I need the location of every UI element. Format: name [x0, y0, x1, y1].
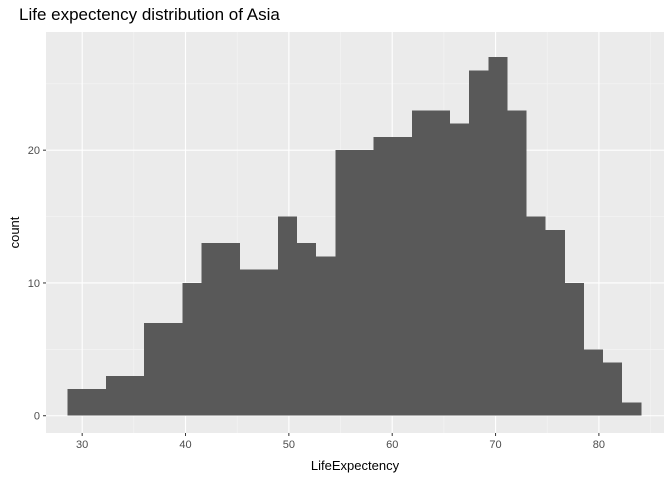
histogram-bar — [564, 282, 584, 416]
histogram-bar — [201, 243, 221, 416]
histogram-bar — [105, 375, 126, 416]
histogram-bar — [488, 57, 508, 416]
histogram-bar — [469, 70, 489, 416]
histogram-bar — [450, 123, 470, 416]
y-tick-label: 10 — [28, 278, 40, 290]
histogram-bar — [239, 269, 259, 416]
chart-title: Life expectency distribution of Asia — [19, 5, 280, 24]
x-tick-label: 30 — [76, 439, 88, 451]
histogram-bars — [67, 57, 642, 416]
histogram-bar — [278, 216, 298, 416]
histogram-bar — [526, 216, 546, 416]
histogram-bar — [335, 150, 355, 416]
histogram-bar — [220, 243, 240, 416]
x-tick-label: 80 — [593, 439, 605, 451]
x-tick-label: 70 — [489, 439, 501, 451]
histogram-bar — [297, 243, 317, 416]
x-tick-label: 40 — [179, 439, 191, 451]
histogram-bar — [354, 150, 374, 416]
histogram-bar — [622, 402, 642, 416]
histogram-bar — [86, 389, 106, 416]
histogram-bar — [507, 110, 527, 416]
histogram-bar — [545, 229, 565, 416]
x-tick-label: 60 — [386, 439, 398, 451]
histogram-bar — [411, 110, 431, 416]
histogram-bar — [163, 322, 183, 416]
histogram-bar — [603, 362, 623, 416]
y-tick-label: 20 — [28, 145, 40, 157]
histogram-bar — [144, 322, 164, 416]
histogram-bar — [373, 136, 393, 416]
x-tick-label: 50 — [283, 439, 295, 451]
y-axis: 0 10 20 — [28, 145, 46, 423]
histogram-bar — [258, 269, 279, 416]
histogram-bar — [392, 136, 412, 416]
histogram-bar — [583, 349, 604, 416]
y-tick-label: 0 — [34, 411, 40, 423]
histogram-bar — [67, 389, 87, 416]
y-axis-title: count — [7, 216, 22, 248]
histogram-bar — [182, 282, 202, 416]
histogram-bar — [125, 375, 145, 416]
histogram-bar — [430, 110, 451, 416]
histogram-bar — [316, 256, 336, 416]
x-axis-title: LifeExpectency — [311, 458, 400, 473]
x-axis: 30 40 50 60 70 80 — [76, 433, 605, 451]
